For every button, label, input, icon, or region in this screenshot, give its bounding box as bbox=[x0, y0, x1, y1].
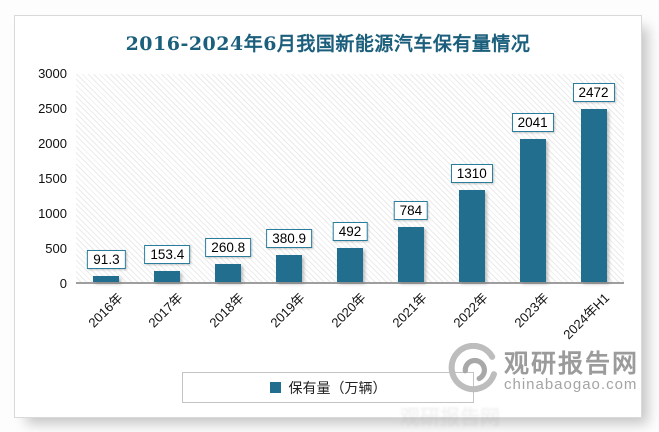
bar-value-label: 260.8 bbox=[205, 237, 252, 257]
bar-column: 2472 bbox=[563, 74, 624, 282]
brand-text: 观研报告网 chinabaogao.com bbox=[503, 349, 639, 393]
y-axis-tick: 2000 bbox=[38, 136, 67, 151]
bar-column: 492 bbox=[320, 74, 381, 282]
y-axis-tick: 2500 bbox=[38, 101, 67, 116]
bar-column: 153.4 bbox=[137, 74, 198, 282]
y-axis-tick: 0 bbox=[59, 276, 67, 291]
bar bbox=[519, 139, 546, 282]
bar-value-label: 784 bbox=[393, 201, 429, 221]
legend: 保有量（万辆） bbox=[182, 372, 474, 403]
bar-column: 1310 bbox=[441, 74, 502, 282]
bar-column: 380.9 bbox=[259, 74, 320, 282]
bar-column: 260.8 bbox=[198, 74, 259, 282]
bar bbox=[458, 190, 485, 282]
brand-logo: 观研报告网 chinabaogao.com bbox=[448, 342, 639, 400]
bar-value-label: 1310 bbox=[450, 164, 493, 184]
chart-title: 2016-2024年6月我国新能源汽车保有量情况 bbox=[125, 33, 531, 55]
bar-value-label: 492 bbox=[332, 221, 368, 241]
bar bbox=[154, 271, 181, 282]
bar-column: 2041 bbox=[502, 74, 563, 282]
bar bbox=[215, 263, 242, 282]
ghost-watermark: 观研报告网 bbox=[400, 407, 500, 429]
chart-card: 2016-2024年6月我国新能源汽车保有量情况 91.3 153.4 260.8 3… bbox=[14, 15, 642, 429]
y-axis-tick: 1000 bbox=[38, 206, 67, 221]
bar-value-label: 2472 bbox=[572, 82, 615, 102]
bar-column: 784 bbox=[380, 74, 441, 282]
legend-swatch bbox=[269, 382, 281, 393]
bar bbox=[93, 275, 120, 282]
bar bbox=[276, 255, 303, 282]
bar-column: 91.3 bbox=[76, 74, 137, 282]
swirl-logo-icon bbox=[448, 342, 500, 400]
brand-name: 观研报告网 bbox=[503, 349, 639, 378]
bar-value-label: 2041 bbox=[511, 113, 554, 133]
brand-url: chinabaogao.com bbox=[503, 375, 638, 393]
y-axis-tick: 1500 bbox=[38, 171, 67, 186]
legend-label: 保有量（万辆） bbox=[288, 379, 387, 396]
bar bbox=[580, 108, 607, 282]
y-axis-tick: 3000 bbox=[38, 66, 67, 81]
bar-value-label: 153.4 bbox=[144, 245, 191, 265]
bar-value-label: 380.9 bbox=[266, 229, 312, 249]
bar bbox=[336, 247, 363, 282]
y-axis-tick: 500 bbox=[45, 241, 67, 256]
bar-value-label: 91.3 bbox=[87, 249, 126, 269]
bar bbox=[397, 227, 424, 282]
plot-area: 91.3 153.4 260.8 380.9 492 784 1310 2041 2472 bbox=[76, 74, 624, 284]
